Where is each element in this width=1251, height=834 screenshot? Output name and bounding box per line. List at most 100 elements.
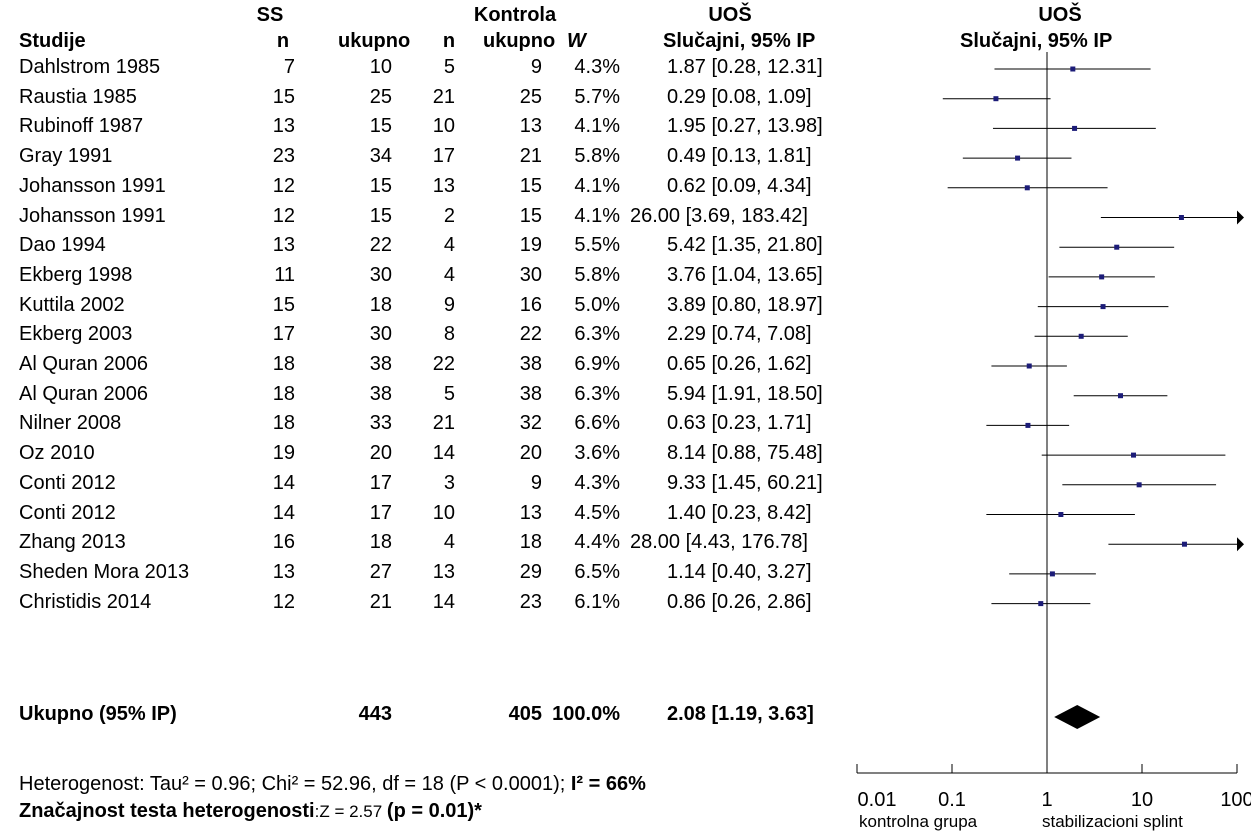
point-estimate (1178, 215, 1184, 220)
n1-column-header: n (276, 30, 290, 52)
total-effect: 2.08 [1.19, 3.63] (667, 703, 814, 725)
group1-events: 13 (272, 561, 295, 583)
group1-events: 13 (272, 115, 295, 137)
group1-events: 17 (272, 323, 295, 345)
group1-total: 30 (369, 264, 392, 286)
plot-header-top: UOŠ (1038, 4, 1082, 26)
study-name: Ekberg 1998 (19, 264, 133, 286)
study-effect: 0.86 [0.26, 2.86] (667, 591, 812, 613)
group2-events: 9 (443, 294, 455, 316)
group2-total: 18 (519, 531, 542, 553)
study-name: Kuttila 2002 (19, 294, 125, 316)
study-weight: 4.3% (574, 472, 620, 494)
study-effect: 0.62 [0.09, 4.34] (667, 175, 812, 197)
axis-label-right: stabilizacioni splint (1042, 812, 1183, 831)
group1-total: 27 (369, 561, 392, 583)
x-tick-label: 1 (1041, 789, 1052, 811)
group2-events: 10 (432, 502, 455, 524)
group2-total: 25 (519, 86, 542, 108)
study-effect: 26.00 [3.69, 183.42] (630, 205, 808, 227)
point-estimate (1072, 125, 1078, 131)
ci-overflow-arrow (1237, 210, 1244, 225)
study-name: Dao 1994 (19, 234, 106, 256)
study-name: Oz 2010 (19, 442, 95, 464)
study-effect: 5.42 [1.35, 21.80] (667, 234, 823, 256)
group1-total: 38 (369, 353, 392, 375)
total2-column-header: ukupno (483, 30, 556, 52)
group2-events: 13 (432, 561, 455, 583)
group1-total: 22 (369, 234, 392, 256)
study-effect: 1.14 [0.40, 3.27] (667, 561, 812, 583)
study-effect: 2.29 [0.74, 7.08] (667, 323, 812, 345)
study-weight: 6.3% (574, 383, 620, 405)
group2-events: 14 (432, 442, 455, 464)
point-estimate (1136, 482, 1142, 488)
point-estimate (1131, 452, 1137, 458)
study-effect: 3.76 [1.04, 13.65] (667, 264, 823, 286)
group1-total: 15 (369, 175, 392, 197)
group2-events: 10 (432, 115, 455, 137)
group2-total: 16 (519, 294, 542, 316)
group1-total: 38 (369, 383, 392, 405)
study-name: Gray 1991 (19, 145, 113, 167)
study-name: Rubinoff 1987 (19, 115, 144, 137)
group1-total: 17 (369, 502, 392, 524)
study-weight: 3.6% (574, 442, 620, 464)
n2-column-header: n (442, 30, 456, 52)
study-weight: 4.4% (574, 531, 620, 553)
study-weight: 4.1% (574, 115, 620, 137)
group2-events: 4 (443, 264, 455, 286)
group2-events: 13 (432, 175, 455, 197)
study-effect: 8.14 [0.88, 75.48] (667, 442, 823, 464)
x-tick-label: 0.01 (858, 789, 897, 811)
point-estimate (1078, 333, 1084, 339)
group2-events: 21 (432, 86, 455, 108)
group2-total: 15 (519, 205, 542, 227)
heterogeneity-stats: Heterogenost: Tau² = 0.96; Chi² = 52.96,… (19, 773, 646, 795)
study-name: Raustia 1985 (19, 86, 137, 108)
group2-total: 13 (519, 502, 542, 524)
group1-events: 18 (272, 383, 295, 405)
study-weight: 6.9% (574, 353, 620, 375)
point-estimate (1038, 601, 1044, 607)
study-name: Conti 2012 (19, 502, 116, 524)
group1-total: 21 (369, 591, 392, 613)
group1-events: 23 (272, 145, 295, 167)
x-tick-label: 100 (1220, 789, 1251, 811)
group2-events: 2 (443, 205, 455, 227)
study-effect: 0.49 [0.13, 1.81] (667, 145, 812, 167)
total-label: Ukupno (95% IP) (19, 703, 177, 725)
group2-total: 13 (519, 115, 542, 137)
group2-events: 5 (443, 56, 455, 78)
point-estimate (1070, 66, 1076, 72)
study-weight: 4.1% (574, 205, 620, 227)
group1-total: 17 (369, 472, 392, 494)
study-effect: 0.63 [0.23, 1.71] (667, 412, 812, 434)
group1-total: 15 (369, 115, 392, 137)
study-weight: 5.8% (574, 145, 620, 167)
group1-events: 16 (272, 531, 295, 553)
group1-events: 15 (272, 86, 295, 108)
group1-header: SS (256, 4, 284, 26)
study-effect: 0.65 [0.26, 1.62] (667, 353, 812, 375)
group1-events: 14 (272, 472, 295, 494)
study-weight: 5.0% (574, 294, 620, 316)
study-weight: 5.8% (574, 264, 620, 286)
point-estimate (1118, 393, 1124, 399)
group1-total: 18 (369, 531, 392, 553)
group1-events: 12 (272, 175, 295, 197)
point-estimate (1181, 541, 1187, 547)
point-estimate (1114, 244, 1120, 250)
study-effect: 1.40 [0.23, 8.42] (667, 502, 812, 524)
study-weight: 6.3% (574, 323, 620, 345)
group1-total: 15 (369, 205, 392, 227)
study-name: Johansson 1991 (19, 175, 166, 197)
pooled-diamond (1054, 705, 1101, 729)
weight-column-header: W (567, 30, 586, 52)
point-estimate (1100, 304, 1106, 310)
total-group1: 443 (358, 703, 392, 725)
effect-header-top: UOŠ (708, 4, 752, 26)
group2-total: 21 (519, 145, 542, 167)
group1-events: 12 (272, 205, 295, 227)
point-estimate (993, 96, 999, 102)
